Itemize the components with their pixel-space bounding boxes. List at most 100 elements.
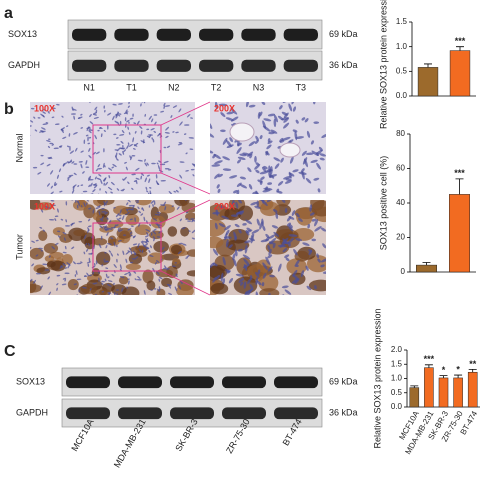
stain [107, 220, 124, 228]
nucleus [127, 126, 129, 130]
nucleus [215, 274, 221, 280]
nucleus [233, 258, 237, 267]
nucleus [65, 219, 68, 223]
nucleus [141, 329, 143, 333]
size-label: 36 kDa [329, 407, 358, 417]
blot-band [274, 376, 318, 389]
nucleus [244, 240, 251, 244]
nucleus [82, 286, 87, 289]
nucleus [148, 313, 150, 318]
nucleus [94, 176, 97, 180]
nucleus [129, 300, 132, 304]
significance: *** [454, 168, 465, 178]
nucleus [150, 232, 153, 236]
nucleus [121, 130, 125, 134]
nucleus [65, 225, 71, 227]
nucleus [127, 181, 130, 185]
nucleus [156, 259, 160, 264]
nucleus [62, 136, 67, 139]
stain [293, 227, 315, 241]
nucleus [144, 296, 147, 298]
nucleus [191, 220, 194, 223]
nucleus [164, 206, 167, 211]
nucleus [105, 200, 108, 204]
nucleus [144, 113, 147, 117]
nucleus [261, 166, 267, 172]
nucleus [117, 253, 119, 256]
nucleus [255, 291, 259, 295]
nucleus [237, 248, 243, 252]
nucleus [112, 115, 115, 121]
nucleus [125, 213, 128, 216]
nucleus [85, 166, 90, 168]
nucleus [93, 305, 96, 309]
stain [67, 279, 79, 291]
nucleus [78, 220, 83, 223]
nucleus [213, 153, 221, 159]
nucleus [93, 262, 96, 266]
nucleus [126, 319, 128, 324]
blot-band [199, 59, 234, 72]
lane-label: N2 [168, 82, 180, 92]
stain [135, 200, 152, 206]
nucleus [261, 200, 265, 204]
nucleus [108, 250, 112, 253]
nucleus [98, 243, 102, 249]
nucleus [89, 121, 94, 125]
nucleus [62, 251, 67, 254]
nucleus [311, 218, 317, 222]
nucleus [33, 116, 36, 119]
nucleus [83, 202, 86, 207]
blot-band [222, 376, 266, 389]
stain [170, 244, 183, 255]
nucleus [46, 140, 51, 142]
stain [306, 255, 326, 273]
nucleus [56, 283, 59, 286]
nucleus [145, 238, 149, 243]
nucleus [103, 182, 105, 186]
nucleus [320, 257, 326, 263]
nucleus [116, 258, 118, 263]
nucleus [43, 109, 46, 111]
nucleus [129, 218, 133, 221]
blot-band [241, 59, 276, 72]
nucleus [312, 102, 316, 105]
nucleus [69, 150, 75, 154]
nucleus [62, 231, 67, 235]
stain [30, 284, 42, 293]
nucleus [127, 200, 131, 203]
nucleus [282, 238, 288, 245]
nucleus [313, 121, 320, 124]
nucleus [162, 250, 166, 255]
error-bar [439, 375, 448, 378]
nucleus [177, 143, 183, 146]
nucleus [44, 269, 50, 271]
nucleus [268, 131, 275, 135]
panel-label: b [4, 101, 14, 118]
nucleus [119, 209, 122, 214]
stain [186, 249, 195, 257]
nucleus [151, 118, 154, 123]
nucleus [128, 102, 131, 105]
nucleus [281, 200, 286, 203]
nucleus [103, 148, 105, 153]
nucleus [155, 180, 159, 185]
nucleus [236, 182, 242, 188]
nucleus [259, 170, 269, 175]
nucleus [39, 285, 43, 290]
nucleus [155, 174, 158, 179]
nucleus [163, 102, 166, 106]
nucleus [88, 242, 91, 247]
nucleus [107, 227, 113, 230]
nucleus [76, 312, 78, 316]
nucleus [265, 151, 270, 156]
nucleus [132, 148, 136, 150]
nucleus [51, 143, 55, 146]
blot-band [222, 407, 266, 420]
nucleus [114, 120, 118, 124]
nucleus [113, 241, 116, 247]
nucleus [113, 133, 117, 136]
nucleus [140, 241, 144, 244]
nucleus [108, 167, 113, 171]
nucleus [291, 278, 299, 284]
